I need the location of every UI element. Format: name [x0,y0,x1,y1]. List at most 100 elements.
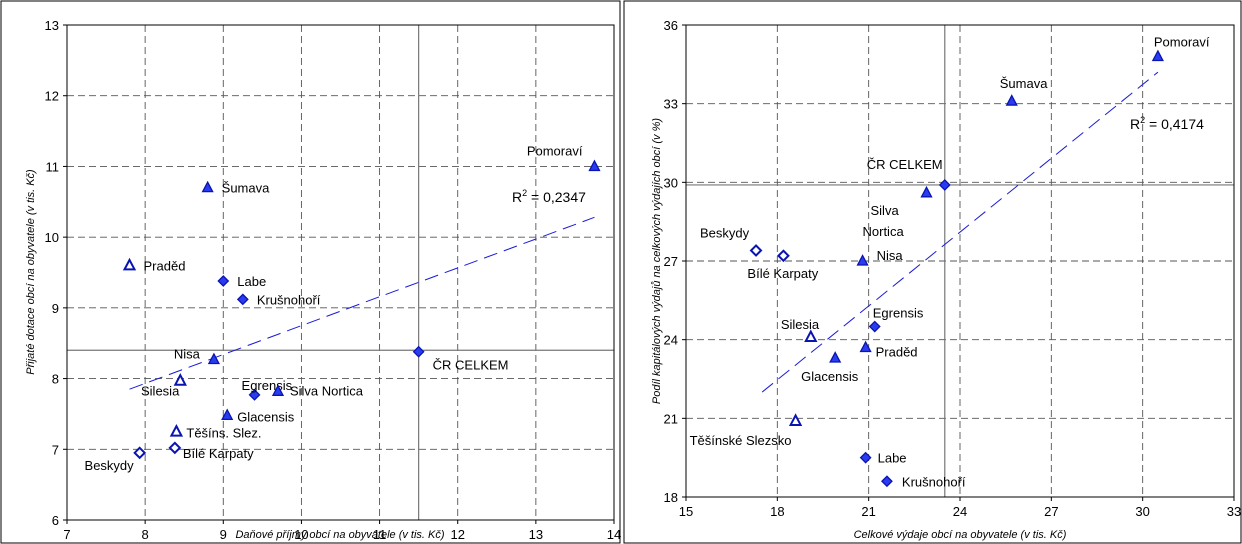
data-point-label: Šumava [1000,76,1048,91]
y-tick-label: 21 [664,411,678,426]
y-tick-label: 27 [664,254,678,269]
data-point-label: ČR CELKEM [867,157,943,172]
x-axis-label: Celkové výdaje obcí na obyvatele (v tis.… [854,529,1067,541]
data-point-triangle [271,384,285,396]
y-tick-label: 33 [664,97,678,112]
x-tick-label: 8 [142,527,149,542]
data-point-triangle [788,413,803,426]
data-point-diamond [217,275,230,287]
x-tick-label: 13 [529,527,543,542]
data-point-triangle [1005,94,1018,106]
data-point-diamond [412,345,425,358]
data-point-label: Praděd [144,258,186,273]
data-point-triangle [588,159,601,172]
y-tick-label: 8 [52,372,59,387]
data-point-label: Beskydy [700,226,750,241]
x-tick-label: 9 [220,527,227,542]
data-point-label: Pomoraví [1154,34,1210,49]
x-tick-label: 11 [373,527,387,542]
trend-line [761,71,1159,393]
data-point-diamond [248,388,261,401]
data-point-label: Těšíns. Slez. [186,426,261,441]
data-point-label: Egrensis [873,306,924,321]
plot-border [66,24,615,521]
data-point-triangle [804,329,818,343]
data-point-triangle [856,254,869,266]
y-axis-label: Přijaté dotace obcí na obyvatele (v tis.… [25,169,37,375]
data-point-label: Silva Nortica [290,383,364,398]
panel-frame [0,0,621,544]
r-squared-label: R2 = 0,2347 [512,188,586,205]
data-point-diamond [859,451,872,464]
data-point-triangle [920,185,933,198]
data-point-label: Labe [237,274,266,289]
data-point-label: Těšínské Slezsko [690,433,792,448]
x-tick-label: 10 [294,527,308,542]
data-point-triangle [221,408,234,420]
data-point-triangle [173,373,187,386]
data-point-diamond [881,475,893,488]
data-point-label: Silva Nortica [863,203,905,239]
y-tick-label: 7 [52,442,59,457]
data-point-label: Egrensis [242,378,293,393]
data-point-diamond [133,446,147,460]
y-tick-label: 9 [52,301,59,316]
x-tick-label: 30 [1135,504,1149,519]
x-tick-label: 12 [450,527,464,542]
x-tick-label: 7 [63,527,70,542]
data-point-label: Glacensis [237,409,295,424]
panel-frame [623,0,1242,544]
data-point-label: Nisa [877,248,904,263]
x-tick-label: 21 [861,504,875,519]
data-point-triangle [1151,49,1164,62]
data-point-label: Silesia [781,317,820,332]
data-point-label: Krušnohoří [257,292,321,307]
data-point-diamond [777,249,790,263]
x-tick-label: 27 [1044,504,1058,519]
data-point-label: Šumava [222,181,270,196]
y-tick-label: 18 [664,490,678,505]
data-point-label: Bílé Karpaty [747,266,818,281]
data-point-label: Labe [878,451,907,466]
data-point-label: Nisa [174,346,201,361]
data-point-triangle [207,352,220,365]
data-point-label: Bílé Karpaty [183,446,254,461]
x-tick-label: 24 [953,504,967,519]
y-tick-label: 6 [52,513,59,528]
y-tick-label: 11 [46,159,60,174]
data-point-label: Glacensis [801,369,859,384]
x-tick-label: 18 [770,504,784,519]
r-squared-label: R2 = 0,4174 [1130,115,1204,132]
gridlines [686,25,1234,497]
data-point-triangle [201,180,214,193]
data-point-diamond [868,320,881,333]
data-point-diamond [938,179,951,191]
x-axis-label: Daňové příjmy obcí na obyvatele (v tis. … [235,529,444,541]
y-tick-label: 30 [664,175,678,190]
data-point-label: Pomoraví [527,143,583,158]
y-tick-label: 36 [664,18,678,33]
y-tick-label: 10 [45,230,59,245]
data-point-diamond [749,244,763,257]
data-point-diamond [236,293,249,306]
data-point-triangle [829,351,842,363]
data-point-triangle [169,423,184,437]
data-point-label: Beskydy [85,458,135,473]
data-point-diamond [168,441,182,455]
data-point-label: Krušnohoří [902,474,966,489]
y-tick-label: 12 [45,89,59,104]
y-tick-label: 24 [664,333,678,348]
x-tick-label: 33 [1227,504,1241,519]
y-tick-label: 13 [45,18,59,33]
data-point-label: ČR CELKEM [433,358,509,373]
data-point-triangle [859,340,872,353]
data-point-triangle [122,257,137,271]
x-tick-label: 15 [679,504,693,519]
data-point-label: Praděd [876,345,918,360]
y-axis-label: Podíl kapitálových výdajů na celkových v… [651,118,663,404]
data-point-label: Silesia [141,384,180,399]
x-tick-label: 14 [607,527,621,542]
